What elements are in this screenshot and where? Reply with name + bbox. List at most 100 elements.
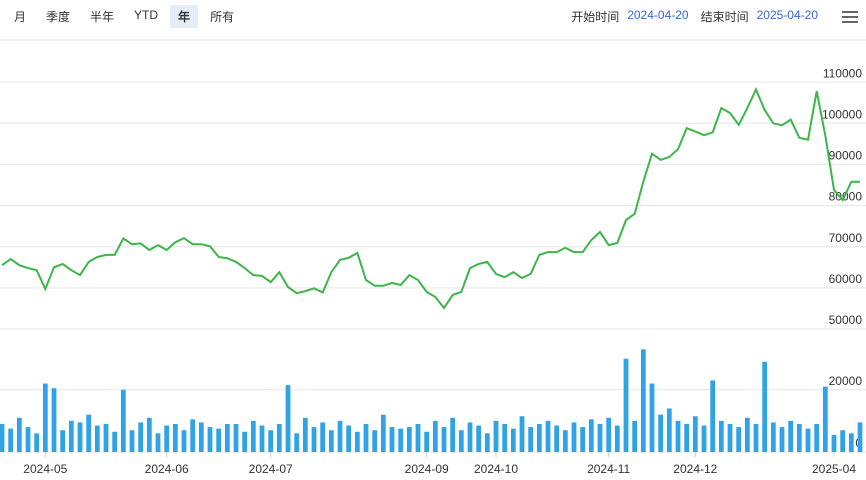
volume-bar [146,417,152,452]
volume-bar [450,417,456,452]
volume-bar [242,431,248,452]
volume-bar [424,431,430,452]
volume-bar [805,428,811,452]
volume-bar [476,425,482,452]
period-button[interactable]: 年 [170,5,199,28]
volume-bar [580,427,586,452]
volume-bar [692,416,698,452]
volume-bar [571,422,577,452]
volume-bar [276,424,282,452]
volume-bar [588,419,594,452]
y-tick-label: 80000 [829,190,863,204]
price-line [1,87,860,310]
volume-bar [762,361,768,452]
x-tick-label: 2024-10 [474,462,518,476]
volume-bar [684,424,690,452]
volume-bar [60,430,66,452]
volume-bar [467,422,473,452]
volume-bar [302,417,308,452]
volume-bar [354,431,360,452]
volume-bar [519,416,525,452]
y-tick-label: 50000 [829,313,863,327]
volume-bar [51,388,57,452]
toolbar: 月 季度 半年 YTD 年所有 开始时间 2024-04-20 结束时间 2025-04… [0,0,866,32]
volume-bar [259,425,265,452]
volume-bar [510,428,516,452]
volume-bar [0,424,5,452]
volume-bar [727,424,733,452]
period-button[interactable]: 季度 [46,10,71,24]
volume-bar [779,427,785,452]
x-tick-label: 2025-04 [812,462,856,476]
start-date[interactable]: 2024-04-20 [627,8,689,22]
date-range: 开始时间 2024-04-20 结束时间 2025-04-20 [571,8,822,25]
period-button[interactable]: 月 [14,10,27,24]
volume-bar [164,425,170,452]
volume-bar [415,424,421,452]
volume-bar [857,422,863,452]
volume-bar [207,427,213,452]
volume-bar [753,424,759,452]
volume-bar [224,424,230,452]
volume-bar [822,386,828,452]
volume-bar [268,430,274,452]
volume-bar [744,417,750,452]
volume-bar [42,383,48,452]
volume-bar [493,420,499,452]
volume-bar [788,420,794,452]
volume-bar [701,425,707,452]
volume-bar [770,422,776,452]
volume-bar [432,420,438,452]
volume-bar [736,427,742,452]
period-button[interactable]: 所有 [210,10,235,24]
volume-bar [120,389,126,452]
volume-bar [597,424,603,452]
x-tick-label: 2024-11 [587,462,630,476]
volume-bar [458,430,464,452]
period-button[interactable]: YTD [134,8,159,22]
volume-bar [8,428,14,452]
volume-bar [718,420,724,452]
menu-icon[interactable] [842,11,858,26]
volume-bar [380,414,386,452]
y-tick-label: 90000 [829,149,863,163]
volume-bar [250,420,256,452]
volume-bar [86,414,92,452]
volume-bar [840,430,846,452]
volume-bar [666,408,672,452]
y-tick-label: 60000 [829,272,863,286]
volume-bar [441,427,447,452]
x-tick-label: 2024-07 [249,462,293,476]
volume-bar [814,424,820,452]
volume-bar [155,433,161,452]
volume-bar [346,425,352,452]
x-tick-label: 2024-12 [673,462,717,476]
end-label: 结束时间 [700,10,749,24]
volume-bar [528,427,534,452]
y-tick-label: 100000 [822,107,862,121]
end-date[interactable]: 2025-04-20 [756,8,818,22]
y-tick-label: 110000 [823,66,862,80]
volume-bar [562,430,568,452]
volume-bar [294,433,300,452]
volume-bar [502,424,508,452]
volume-bar [614,425,620,452]
x-tick-label: 2024-09 [405,462,449,476]
volume-bar [372,430,378,452]
volume-bar [545,420,551,452]
volume-bar [640,349,646,452]
volume-bar [658,414,664,452]
volume-bar [389,427,395,452]
period-buttons: 月 季度 半年 YTD 年所有 [6,5,242,28]
volume-bar [337,420,343,452]
volume-bar [34,433,40,452]
volume-bar [623,358,629,452]
volume-bar [398,428,404,452]
period-button[interactable]: 半年 [90,10,115,24]
volume-bar [536,424,542,452]
volume-bar [632,420,638,452]
volume-bar [103,424,109,452]
x-tick-label: 2024-05 [23,462,67,476]
volume-bar [138,422,144,452]
